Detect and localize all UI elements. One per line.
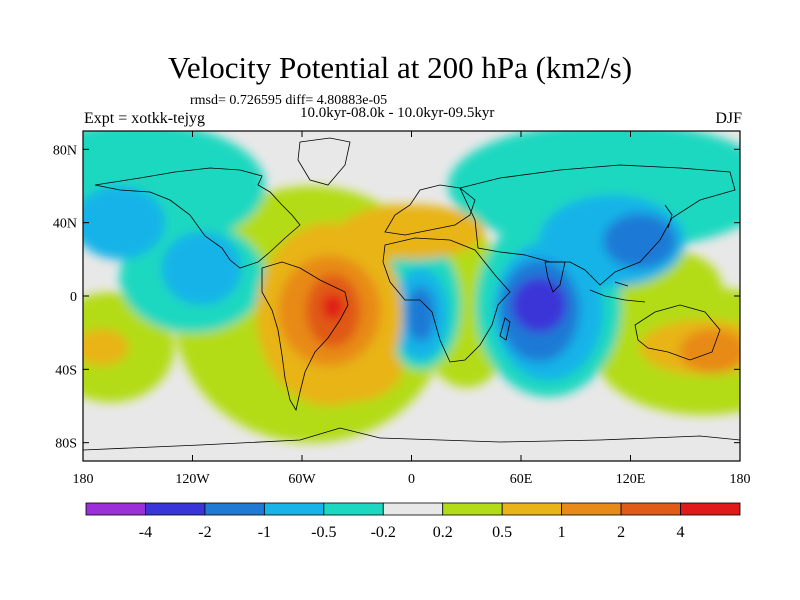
colorbar-swatch xyxy=(501,502,563,516)
field-blob xyxy=(338,204,485,260)
colorbar-swatch xyxy=(145,502,206,516)
coast-greenland xyxy=(297,137,351,186)
x-tick-label: 180 xyxy=(730,472,751,487)
coast-india xyxy=(544,261,566,293)
colorbar-swatch xyxy=(680,502,741,516)
colorbar-label: -4 xyxy=(139,524,152,541)
x-tick-label: 120W xyxy=(175,472,210,487)
colorbar-swatch xyxy=(323,502,384,516)
y-tick-label: 40N xyxy=(53,217,77,232)
coast-australia xyxy=(634,304,721,361)
field-blob xyxy=(603,213,677,269)
field-blob xyxy=(161,231,242,306)
colorbar-label: 0.2 xyxy=(433,524,453,541)
colorbar-swatch xyxy=(561,502,622,516)
x-tick-label: 0 xyxy=(408,472,415,487)
coast-africa xyxy=(382,237,511,363)
field-blob xyxy=(406,286,436,342)
colorbar-label: -0.5 xyxy=(311,524,336,541)
field-blob xyxy=(322,294,344,320)
colorbar-swatch xyxy=(204,502,265,516)
colorbar-swatch xyxy=(442,502,503,516)
coast-madagascar xyxy=(499,317,511,341)
colorbar-label: 4 xyxy=(677,524,685,541)
field-layer xyxy=(83,131,740,461)
coast-south-america xyxy=(261,261,349,412)
y-tick-label: 80N xyxy=(53,143,77,158)
colorbar-label: 0.5 xyxy=(492,524,512,541)
y-tick-label: 0 xyxy=(70,290,77,305)
x-tick-label: 60W xyxy=(288,472,316,487)
coast-indonesia xyxy=(589,281,646,303)
stats-line: rmsd= 0.726595 diff= 4.80883e-05 xyxy=(190,93,388,108)
coast-antarctica xyxy=(83,427,740,451)
colorbar-label: 1 xyxy=(558,524,566,541)
colorbar: -4 -2 -1 -0.5 -0.2 0.2 0.5 1 2 4 xyxy=(85,502,741,541)
coast-japan xyxy=(664,204,673,229)
y-tick-label: 80S xyxy=(55,437,77,452)
colorbar-swatch xyxy=(263,502,325,516)
field-blob xyxy=(679,329,740,373)
coast-north-america xyxy=(94,167,301,269)
colorbar-swatch xyxy=(85,502,146,516)
colorbar-label: -1 xyxy=(258,524,271,541)
page-title: Velocity Potential at 200 hPa (km2/s) xyxy=(167,50,633,85)
field-blob xyxy=(83,186,166,260)
colorbar-label: 2 xyxy=(617,524,625,541)
coast-europe xyxy=(384,184,476,236)
expt-label: Expt = xotkk-tejyg xyxy=(84,110,206,127)
field-blob xyxy=(511,277,567,333)
colorbar-label: -2 xyxy=(198,524,211,541)
colorbar-swatch xyxy=(620,502,681,516)
colorbar-swatch xyxy=(382,502,444,516)
coastlines xyxy=(83,137,740,451)
coast-asia xyxy=(459,164,736,286)
field-blob xyxy=(83,329,129,366)
x-tick-label: 120E xyxy=(616,472,646,487)
season-label: DJF xyxy=(715,110,742,127)
period-label: 10.0kyr-08.0k - 10.0kyr-09.5kyr xyxy=(300,105,495,121)
colorbar-label: -0.2 xyxy=(371,524,396,541)
x-tick-label: 180 xyxy=(73,472,94,487)
x-tick-label: 60E xyxy=(510,472,533,487)
y-tick-label: 40S xyxy=(55,363,77,378)
